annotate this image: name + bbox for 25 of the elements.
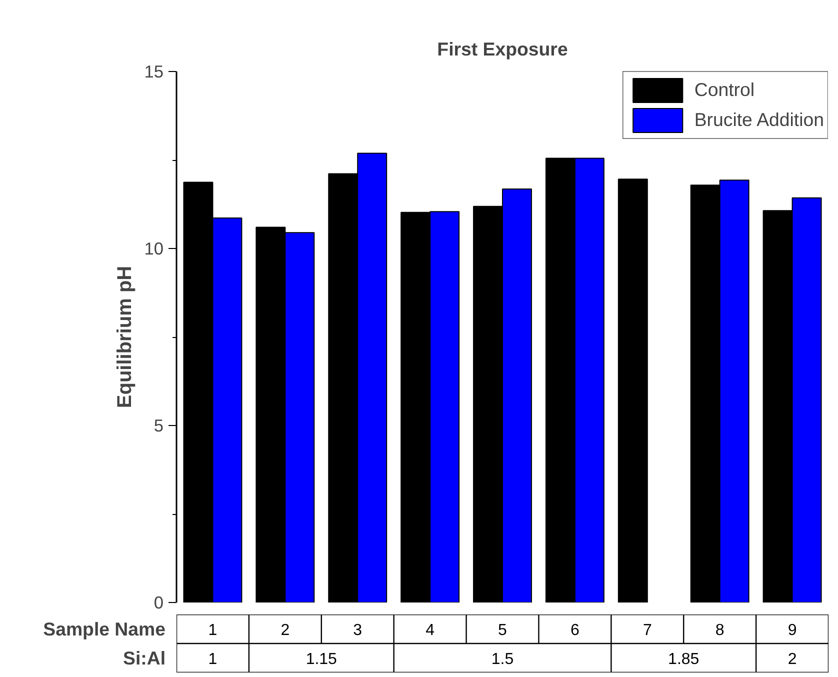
x-tick-label: 1 [208, 622, 218, 639]
x-tick-label: 2 [280, 622, 290, 639]
x-tick-label: 5 [498, 622, 508, 639]
x-tick-label: 8 [715, 622, 724, 639]
chart-title: First Exposure [437, 38, 568, 60]
x-tick-label: 9 [788, 622, 797, 639]
y-tick-label: 10 [144, 238, 164, 258]
bar [618, 178, 648, 602]
x-tick-label: 7 [642, 622, 652, 639]
legend-label: Brucite Addition [694, 109, 824, 131]
x-tick-label: 4 [426, 622, 435, 639]
y-tick-label: 0 [154, 592, 164, 612]
y-tick-label: 5 [154, 416, 164, 436]
text: 1.15 [306, 651, 338, 668]
text: Si:Al [123, 648, 166, 668]
x-axis-title: Sample Name [43, 618, 166, 640]
x-tick-label: 6 [570, 622, 580, 639]
text: 1.5 [491, 651, 514, 668]
text: 2 [788, 651, 797, 668]
y-tick-label: 15 [144, 62, 164, 82]
y-axis-title: Equilibrium pH [114, 266, 136, 408]
x-tick-label: 3 [353, 622, 362, 639]
text: 1.85 [668, 651, 700, 668]
text: 1 [208, 651, 218, 668]
legend-label: Control [694, 79, 755, 101]
